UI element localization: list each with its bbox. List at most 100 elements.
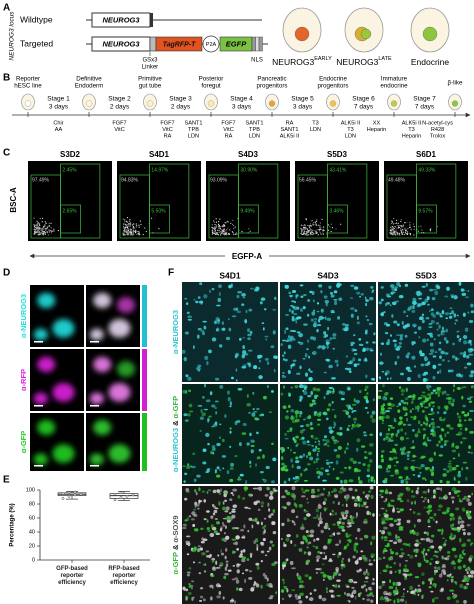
- cell-dot: [383, 393, 388, 396]
- cell-dot: [471, 492, 474, 496]
- cell-dot: [450, 532, 453, 537]
- cell-dot: [294, 385, 299, 389]
- cell-dot: [300, 295, 304, 298]
- cell-dot: [443, 337, 447, 341]
- cell-dot: [328, 387, 334, 390]
- cell-type-label: progenitors: [257, 83, 288, 90]
- event-dot: [393, 233, 395, 235]
- cell-dot: [386, 597, 390, 602]
- cell-dot: [456, 314, 459, 317]
- cell-dot: [313, 460, 316, 464]
- cell-dot: [428, 326, 433, 328]
- cell-dot: [464, 296, 470, 299]
- event-dot: [402, 224, 405, 226]
- cell-dot: [229, 445, 232, 448]
- cell-dot: [239, 553, 243, 556]
- event-dot: [327, 224, 330, 226]
- cell-dot: [316, 467, 319, 470]
- cell-dot: [196, 366, 201, 371]
- cell-dot: [262, 454, 265, 459]
- cell-dot: [254, 582, 258, 585]
- event-dot: [130, 230, 132, 232]
- cell-dot: [466, 397, 472, 400]
- event-dot: [406, 233, 408, 235]
- event-dot: [215, 226, 218, 228]
- cell-dot: [262, 538, 266, 542]
- event-dot: [421, 229, 423, 231]
- cell-dot: [207, 489, 212, 492]
- cell-dot: [449, 513, 455, 517]
- cell-dot: [404, 478, 408, 481]
- gate: [327, 204, 348, 234]
- cell-dot: [222, 506, 226, 511]
- cell-dot: [372, 578, 375, 581]
- cell-dot: [284, 468, 289, 472]
- plot-title: S5D3: [327, 150, 348, 159]
- nucleus: [294, 26, 310, 42]
- cell-dot: [445, 393, 450, 396]
- cell-dot: [404, 283, 409, 287]
- cell-dot: [250, 439, 255, 444]
- cell-dot: [403, 446, 406, 450]
- cell-dot: [235, 541, 238, 546]
- cell-dot: [398, 402, 402, 406]
- cell-dot: [387, 440, 389, 443]
- cell-dot: [379, 572, 382, 574]
- cell-dot: [320, 290, 323, 294]
- event-dot: [319, 222, 322, 224]
- cell-dot: [272, 330, 276, 335]
- event-dot: [211, 226, 213, 228]
- cell-dot: [360, 445, 366, 448]
- cell-dot: [332, 347, 335, 350]
- event-dot: [413, 234, 415, 236]
- cell-dot: [299, 410, 303, 415]
- y-tick-label: 40: [29, 529, 35, 535]
- cell-dot: [332, 333, 337, 337]
- cell-dot: [384, 544, 390, 548]
- cell-dot: [363, 580, 369, 583]
- cell-dot: [399, 598, 405, 602]
- cell-dot: [366, 318, 370, 322]
- cell-dot: [389, 548, 392, 552]
- cell-dot: [465, 510, 470, 512]
- cell-dot: [381, 582, 385, 587]
- cell-dot: [186, 490, 190, 493]
- event-dot: [310, 234, 312, 236]
- cell-dot: [399, 416, 403, 420]
- cell-dot: [383, 500, 387, 503]
- cell-dot: [443, 557, 446, 560]
- event-dot: [211, 224, 213, 226]
- cell-dot: [402, 406, 405, 411]
- cell-dot: [351, 586, 355, 589]
- cell-dot: [209, 391, 213, 396]
- cell-dot: [194, 501, 198, 506]
- cell-dot: [449, 427, 454, 430]
- cell-dot: [291, 290, 297, 293]
- cell-dot: [417, 466, 422, 470]
- scale-bar: [34, 465, 43, 467]
- event-dot: [128, 222, 130, 224]
- cell-label: NEUROG3EARLY: [272, 56, 332, 67]
- cell-dot: [467, 511, 471, 516]
- cell-dot: [468, 319, 474, 324]
- cell-dot: [403, 310, 406, 314]
- cell-dot: [200, 540, 205, 544]
- cell-dot: [435, 487, 441, 491]
- cell-dot: [298, 504, 303, 508]
- nucleus-blob: [93, 356, 112, 373]
- cell-dot: [340, 525, 345, 530]
- cell-dot: [371, 418, 376, 423]
- cell-dot: [296, 306, 300, 310]
- cell-dot: [332, 553, 336, 556]
- event-dot: [44, 225, 46, 227]
- cell-dot: [380, 352, 382, 356]
- event-dot: [42, 217, 44, 220]
- event-dot: [303, 229, 305, 231]
- cell-dot: [414, 576, 420, 579]
- event-dot: [126, 233, 128, 235]
- cell-dot: [321, 345, 326, 350]
- cell-dot: [466, 532, 471, 536]
- cell-dot: [231, 538, 237, 541]
- event-dot: [39, 233, 41, 236]
- cell-dot: [317, 423, 321, 426]
